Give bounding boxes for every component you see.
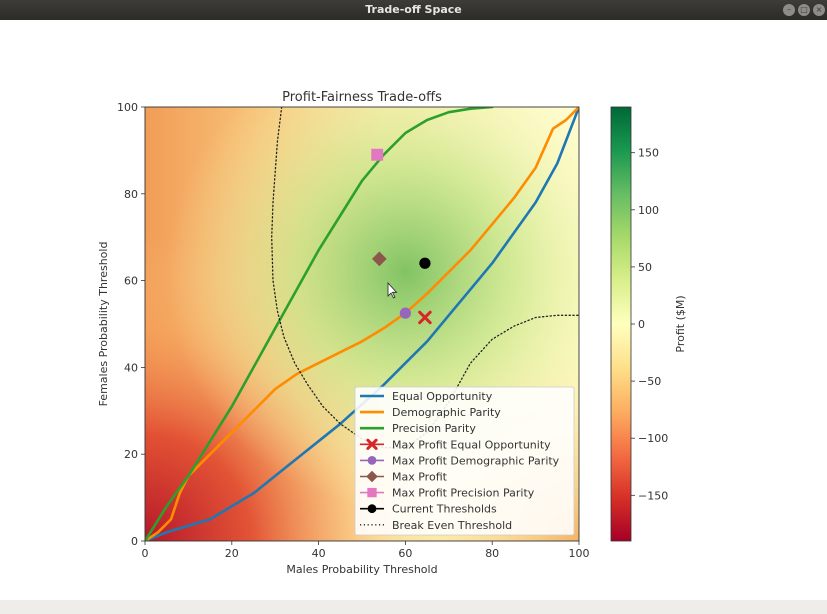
- legend-swatch-marker: [367, 504, 377, 514]
- series-line-precision-parity: [145, 107, 494, 541]
- legend-item-max-profit-equal-opportunity: Max Profit Equal Opportunity: [360, 438, 551, 451]
- y-tick-label: 20: [124, 448, 138, 461]
- legend-item-equal-opportunity: Equal Opportunity: [360, 390, 493, 403]
- legend-item-max-profit-precision-parity: Max Profit Precision Parity: [360, 487, 535, 500]
- legend: Equal Opportunity Demographic Parity Preci…: [354, 386, 575, 536]
- marker-max-profit-precision-parity: [371, 148, 384, 161]
- y-tick-label: 80: [124, 188, 138, 201]
- legend-swatch-marker: [367, 487, 377, 498]
- mouse-cursor-icon: [387, 281, 398, 299]
- x-tick-label: 20: [225, 547, 239, 560]
- x-tick-label: 60: [398, 547, 412, 560]
- close-icon[interactable]: ×: [813, 4, 825, 16]
- window-status-strip: [0, 600, 827, 614]
- x-tick-label: 0: [142, 547, 149, 560]
- colorbar-tick-label: −150: [638, 489, 668, 502]
- colorbar-tick-label: 50: [638, 261, 652, 274]
- axes-layer: 0 20 40 60 80 100 0 20 40 60 80 100: [117, 101, 590, 560]
- x-tick-label: 80: [485, 547, 499, 560]
- legend-label: Equal Opportunity: [392, 390, 493, 403]
- colorbar-gradient: [610, 106, 632, 542]
- marker-max-profit-equal-opportunity: [418, 310, 432, 325]
- colorbar: −150 −100 −50 0 50 100 150 Profit ($M): [610, 106, 687, 542]
- legend-item-precision-parity: Precision Parity: [360, 422, 476, 435]
- legend-label: Max Profit Precision Parity: [392, 487, 535, 500]
- legend-swatch-marker: [366, 470, 378, 483]
- chart-title: Profit-Fairness Trade-offs: [282, 90, 442, 105]
- legend-item-current-thresholds: Current Thresholds: [360, 503, 497, 516]
- colorbar-tick-label: 100: [638, 204, 659, 217]
- y-tick-label: 100: [117, 101, 138, 114]
- marker-max-profit-demographic-parity: [399, 307, 411, 319]
- window-title: Trade-off Space: [365, 3, 462, 16]
- y-tick-label: 60: [124, 275, 138, 288]
- x-tick-label: 100: [569, 547, 590, 560]
- y-tick-label: 40: [124, 361, 138, 374]
- legend-label: Max Profit Demographic Parity: [392, 454, 560, 467]
- legend-item-demographic-parity: Demographic Parity: [360, 406, 501, 419]
- colorbar-tick-label: −100: [638, 432, 668, 445]
- legend-swatch-marker: [366, 438, 378, 450]
- colorbar-ticks: −150 −100 −50 0 50 100 150: [631, 147, 668, 502]
- legend-label: Precision Parity: [392, 422, 476, 435]
- legend-items: Equal Opportunity Demographic Parity Preci…: [360, 390, 560, 532]
- colorbar-label: Profit ($M): [674, 295, 687, 352]
- y-axis-label: Females Probability Threshold: [97, 242, 110, 407]
- legend-box: [354, 386, 575, 536]
- colorbar-tick-label: 0: [638, 318, 645, 331]
- colorbar-tick-label: −50: [638, 375, 661, 388]
- chart-figure: 0 20 40 60 80 100 0 20 40 60 80 100 Profit-Fairness…: [97, 90, 687, 576]
- legend-label: Current Thresholds: [392, 503, 497, 516]
- maximize-icon[interactable]: □: [798, 4, 810, 16]
- legend-item-max-profit: Max Profit: [360, 471, 448, 484]
- x-tick-label: 40: [312, 547, 326, 560]
- legend-swatch-marker: [367, 456, 377, 465]
- marker-current-thresholds: [419, 257, 431, 269]
- legend-item-break-even-threshold: Break Even Threshold: [360, 519, 512, 532]
- legend-label: Max Profit Equal Opportunity: [392, 438, 551, 451]
- plot-frame: [144, 106, 580, 542]
- legend-label: Break Even Threshold: [392, 519, 512, 532]
- legend-label: Max Profit: [392, 471, 448, 484]
- y-tick-label: 0: [131, 535, 138, 548]
- x-axis-label: Males Probability Threshold: [286, 563, 437, 576]
- legend-label: Demographic Parity: [392, 406, 501, 419]
- series-line-break-even-threshold: [271, 107, 579, 449]
- colorbar-tick-label: 150: [638, 147, 659, 160]
- legend-item-max-profit-demographic-parity: Max Profit Demographic Parity: [360, 454, 560, 467]
- title-bar: Trade-off Space – □ ×: [0, 0, 827, 20]
- minimize-icon[interactable]: –: [783, 4, 795, 16]
